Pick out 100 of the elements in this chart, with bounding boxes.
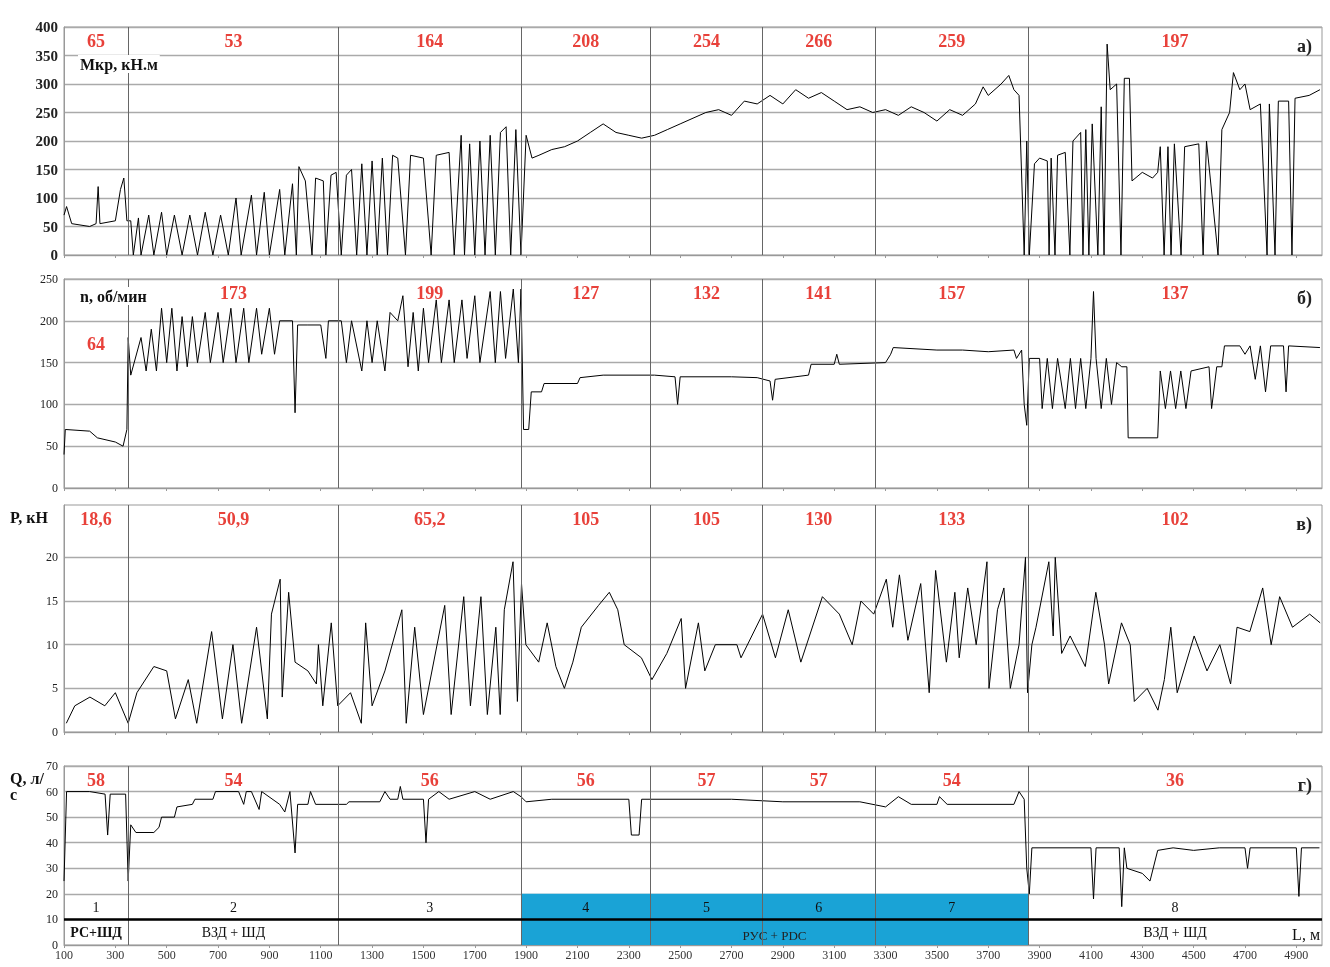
annotation: 18,6: [80, 509, 112, 529]
x-tick-label: 3100: [822, 948, 847, 962]
annotation: 54: [224, 770, 243, 790]
annotation: 266: [805, 31, 833, 51]
annotation: 1: [92, 899, 100, 915]
y-tick-label: 10: [46, 637, 58, 652]
annotation: 164: [416, 31, 444, 51]
x-tick-label: 4300: [1130, 948, 1155, 962]
annotation: 57: [809, 770, 828, 790]
annotation: 36: [1166, 770, 1185, 790]
y-axis-title: n, об/мин: [80, 287, 147, 305]
x-tick-label: 900: [260, 948, 279, 962]
annotation: а): [1297, 36, 1313, 57]
annotation: 54: [942, 770, 961, 790]
y-tick-label: 150: [35, 161, 58, 178]
y-axis-title: Мкр, кН.м: [80, 55, 158, 74]
y-tick-label: 250: [40, 272, 58, 286]
y-tick-label: 60: [46, 784, 58, 799]
annotation: РС+ШД: [70, 924, 123, 940]
y-tick-label: 40: [46, 835, 58, 850]
annotation: 133: [938, 509, 966, 529]
y-tick-label: 400: [35, 19, 58, 35]
annotation: 58: [87, 770, 106, 790]
x-axis-title: L, м: [1292, 925, 1321, 943]
x-tick-label: 3300: [873, 948, 898, 962]
annotation: 197: [1161, 31, 1189, 51]
x-tick-label: 2700: [719, 948, 744, 962]
x-tick-label: 3700: [976, 948, 1001, 962]
annotation: 173: [219, 283, 247, 303]
annotation: 157: [938, 283, 966, 303]
y-tick-label: 100: [40, 397, 58, 412]
y-tick-label: 20: [46, 886, 58, 901]
y-tick-label: 100: [35, 190, 58, 206]
annotation: 105: [572, 509, 600, 529]
annotation: б): [1297, 288, 1313, 309]
x-tick-label: 2500: [668, 948, 693, 962]
annotation: 5: [702, 899, 710, 915]
annotation: 130: [805, 509, 833, 529]
x-tick-label: 2300: [616, 948, 641, 962]
x-tick-label: 1900: [514, 948, 539, 962]
y-tick-label: 150: [40, 355, 58, 370]
annotation: 137: [1161, 283, 1189, 303]
y-tick-label: 0: [50, 247, 58, 263]
annotation: 132: [692, 283, 720, 303]
y-tick-label: 50: [43, 218, 58, 235]
x-tick-label: 1300: [360, 948, 385, 962]
y-tick-label: 0: [52, 725, 58, 739]
annotation: 2: [229, 899, 237, 915]
x-tick-label: 2100: [565, 948, 590, 962]
y-axis-title: Q, л/с: [10, 769, 45, 803]
x-tick-label: 4500: [1181, 948, 1206, 962]
x-tick-label: 2900: [770, 948, 795, 962]
annotation: 57: [697, 770, 716, 790]
annotation: 8: [1171, 899, 1179, 915]
x-tick-label: 1100: [308, 948, 333, 962]
annotation: 105: [692, 509, 720, 529]
annotation: 50,9: [217, 509, 250, 529]
x-tick-label: 3900: [1027, 948, 1052, 962]
annotation: г): [1297, 775, 1313, 796]
x-tick-label: 4900: [1284, 948, 1309, 962]
y-tick-label: 20: [46, 550, 58, 565]
annotation: 4: [582, 899, 590, 915]
y-tick-label: 30: [46, 861, 58, 876]
y-tick-label: 50: [46, 439, 58, 454]
y-tick-label: 50: [46, 810, 58, 825]
y-tick-label: 0: [52, 481, 58, 495]
annotation: 254: [692, 31, 720, 51]
x-tick-label: 4100: [1078, 948, 1103, 962]
annotation: 6: [815, 899, 823, 915]
annotation: 64: [87, 334, 106, 354]
y-tick-label: 350: [35, 47, 58, 64]
y-tick-label: 0: [52, 938, 58, 952]
x-tick-label: 500: [157, 948, 176, 962]
x-tick-label: 3500: [924, 948, 949, 962]
annotation: 127: [572, 283, 600, 303]
y-tick-label: 300: [35, 76, 58, 92]
x-tick-label: 4700: [1232, 948, 1257, 962]
annotation: ВЗД + ШД: [1143, 924, 1208, 940]
annotation: ВЗД + ШД: [201, 924, 266, 940]
x-tick-label: 300: [106, 948, 125, 962]
y-tick-label: 250: [35, 104, 58, 121]
annotation: 259: [938, 31, 966, 51]
annotation: 102: [1161, 509, 1189, 529]
annotation: 3: [426, 899, 434, 915]
y-tick-label: 15: [46, 594, 58, 609]
x-tick-label: 1700: [462, 948, 487, 962]
annotation: 208: [572, 31, 600, 51]
annotation: 65: [87, 31, 106, 51]
annotation: 56: [420, 770, 439, 790]
y-tick-label: 70: [46, 759, 58, 773]
x-tick-label: 1500: [411, 948, 436, 962]
x-tick-label: 700: [209, 948, 228, 962]
annotation: 141: [805, 283, 833, 303]
y-tick-label: 10: [46, 912, 58, 927]
annotation: 199: [416, 283, 444, 303]
annotation: 7: [948, 899, 956, 915]
annotation: в): [1296, 514, 1313, 535]
y-tick-label: 200: [35, 133, 58, 149]
y-tick-label: 200: [40, 313, 58, 328]
y-tick-label: 5: [52, 681, 58, 696]
